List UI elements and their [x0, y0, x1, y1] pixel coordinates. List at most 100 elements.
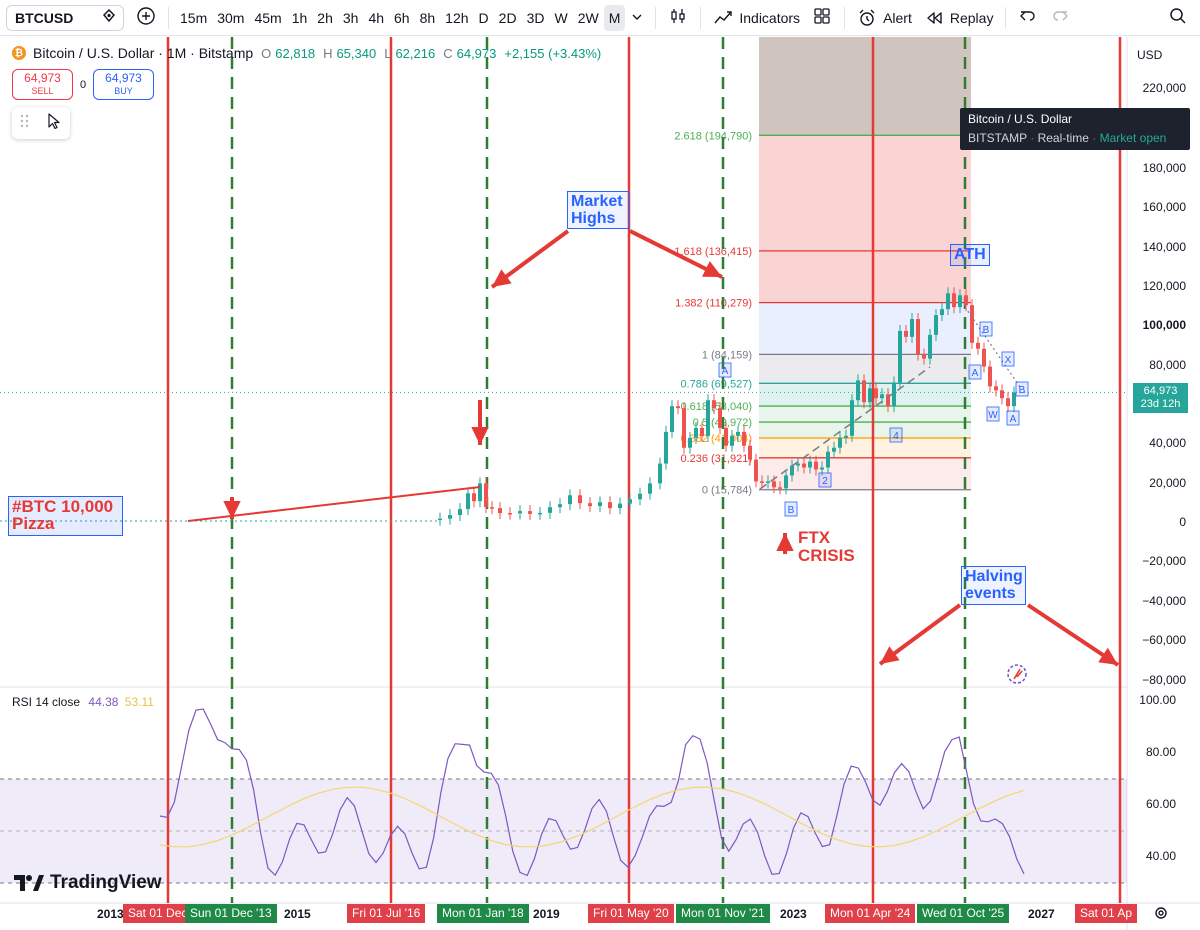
- interval-button-3d[interactable]: 3D: [526, 9, 545, 26]
- interval-button-1h[interactable]: 1h: [291, 9, 308, 26]
- price-axis-label: −20,000: [1142, 554, 1186, 568]
- redo-button[interactable]: [1044, 5, 1076, 31]
- candle-body: [760, 481, 764, 483]
- interval-button-6h[interactable]: 6h: [394, 9, 410, 26]
- interval-button-2d[interactable]: 2D: [498, 9, 517, 26]
- buy-label: BUY: [114, 86, 133, 96]
- candle-body: [874, 388, 878, 399]
- candle-body: [766, 481, 770, 483]
- buy-button[interactable]: 64,973 BUY: [93, 69, 154, 100]
- price-axis-label: −40,000: [1142, 594, 1186, 608]
- ath-annotation[interactable]: ATH: [950, 244, 990, 266]
- halving-date-tag: Fri 01 May '20: [588, 904, 674, 923]
- tooltip-separator-2: ·: [1092, 131, 1097, 145]
- interval-button-4h[interactable]: 4h: [368, 9, 385, 26]
- replay-button[interactable]: Replay: [918, 5, 1000, 31]
- candle-body: [498, 508, 502, 514]
- symbol-settings-icon[interactable]: [101, 8, 117, 27]
- wave-label: A: [1006, 410, 1020, 426]
- interval-dropdown-button[interactable]: [625, 5, 649, 31]
- candle-body: [982, 348, 986, 367]
- uptrend-line: [759, 366, 931, 490]
- fib-level-label: 2.618 (194,790): [674, 130, 752, 142]
- current-price-value: 64,973: [1143, 385, 1178, 397]
- candle-body: [664, 431, 668, 464]
- candle-body: [484, 483, 488, 508]
- candle-body: [844, 435, 848, 438]
- candle-body: [814, 461, 818, 470]
- wave-label: B: [1015, 381, 1029, 397]
- interval-button-3h[interactable]: 3h: [342, 9, 359, 26]
- candle-body: [528, 511, 532, 514]
- interval-button-15m[interactable]: 15m: [180, 9, 208, 26]
- candle-body: [802, 463, 806, 468]
- sparkle-icon: [1007, 664, 1027, 684]
- grid-icon: [812, 6, 832, 29]
- rsi-line: [159, 708, 1025, 877]
- open-label: O: [261, 45, 272, 61]
- halving-date-tag: Sat 01 Dec: [123, 904, 193, 923]
- pizza-annotation[interactable]: #BTC 10,000 Pizza: [8, 496, 123, 536]
- chart-type-button[interactable]: [662, 5, 694, 31]
- wave-label: B: [784, 501, 798, 517]
- annotation-arrow: [878, 603, 962, 666]
- annotation-arrow: [1026, 603, 1120, 667]
- price-axis-label: 40,000: [1149, 436, 1186, 450]
- interval-button-12h[interactable]: 12h: [445, 9, 469, 26]
- candle-body: [718, 408, 722, 428]
- fib-level-label: 0.618 (58,040): [680, 401, 752, 413]
- fib-level-label: 0.236 (31,921): [680, 453, 752, 465]
- ftx-crisis-annotation[interactable]: FTX CRISIS: [798, 528, 855, 565]
- candle-body: [578, 495, 582, 504]
- wave-label: 4: [889, 427, 903, 443]
- svg-text:A: A: [722, 366, 729, 377]
- candle-body: [946, 293, 950, 310]
- wave-label: B: [979, 321, 993, 337]
- time-axis-label: 2027: [1028, 907, 1055, 921]
- wave-label: X: [1001, 351, 1015, 367]
- candle-body: [976, 342, 980, 349]
- candle-body: [438, 518, 442, 521]
- candle-body: [1006, 398, 1010, 407]
- templates-button[interactable]: [806, 5, 838, 31]
- alert-button[interactable]: Alert: [851, 5, 918, 31]
- candle-body: [958, 295, 962, 308]
- search-button[interactable]: [1162, 5, 1194, 31]
- candle-body: [778, 487, 782, 489]
- interval-button-2h[interactable]: 2h: [317, 9, 333, 26]
- candle-body: [886, 394, 890, 407]
- interval-button-45m[interactable]: 45m: [254, 9, 282, 26]
- undo-button[interactable]: [1012, 5, 1044, 31]
- symbol-search[interactable]: BTCUSD: [6, 4, 124, 31]
- price-axis-label: 140,000: [1142, 240, 1186, 254]
- fib-zone: [759, 354, 971, 384]
- interval-button-30m[interactable]: 30m: [217, 9, 245, 26]
- indicators-button[interactable]: Indicators: [707, 5, 806, 31]
- sell-button[interactable]: 64,973 SELL: [12, 69, 73, 100]
- currency-label[interactable]: USD: [1137, 48, 1163, 62]
- candle-body: [518, 511, 522, 514]
- halving-annotation[interactable]: Halving events: [961, 566, 1026, 605]
- market-highs-annotation[interactable]: Market Highs: [567, 191, 629, 229]
- correction-line: [964, 306, 1021, 388]
- drag-handle-icon[interactable]: [20, 113, 30, 134]
- sell-label: SELL: [31, 86, 54, 96]
- chart-canvas[interactable]: 2.618 (194,790) 1.618 (136,415) 1.382 (110…: [0, 37, 1200, 930]
- interval-button-m[interactable]: M: [603, 4, 626, 31]
- chart-area[interactable]: 2.618 (194,790) 1.618 (136,415) 1.382 (110…: [0, 37, 1200, 930]
- interval-button-2w[interactable]: 2W: [577, 9, 599, 26]
- interval-button-d[interactable]: D: [478, 9, 489, 26]
- candle-body: [994, 386, 998, 391]
- add-symbol-button[interactable]: [130, 5, 162, 31]
- wave-label: A: [968, 364, 982, 380]
- chevron-down-icon: [631, 10, 643, 26]
- interval-button-8h[interactable]: 8h: [419, 9, 436, 26]
- settings-gear-icon[interactable]: [1153, 905, 1169, 926]
- wave-label: 2: [818, 472, 832, 488]
- svg-text:4: 4: [893, 431, 899, 442]
- candle-body: [910, 319, 914, 337]
- svg-text:W: W: [988, 410, 998, 421]
- interval-button-w[interactable]: W: [554, 9, 568, 26]
- candle-body: [772, 481, 776, 488]
- cursor-arrow-icon[interactable]: [45, 112, 63, 135]
